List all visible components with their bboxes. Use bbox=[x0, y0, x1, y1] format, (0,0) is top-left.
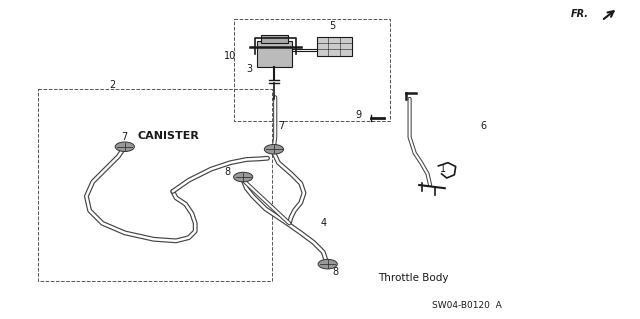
Text: FR.: FR. bbox=[571, 9, 589, 19]
Bar bbox=[257, 41, 292, 67]
Text: 7: 7 bbox=[278, 121, 285, 131]
Text: 8: 8 bbox=[224, 167, 230, 177]
Circle shape bbox=[234, 172, 253, 182]
Bar bbox=[261, 35, 288, 43]
Text: 5: 5 bbox=[330, 21, 336, 31]
Circle shape bbox=[318, 259, 337, 269]
Text: 8: 8 bbox=[332, 267, 339, 277]
Text: 9: 9 bbox=[355, 110, 362, 121]
Text: 2: 2 bbox=[109, 80, 115, 91]
Text: SW04-B0120  A: SW04-B0120 A bbox=[433, 301, 502, 310]
Text: 7: 7 bbox=[122, 132, 128, 142]
Text: 3: 3 bbox=[246, 63, 253, 74]
Text: 1: 1 bbox=[440, 164, 446, 174]
Bar bbox=[38, 89, 272, 281]
Circle shape bbox=[115, 142, 134, 152]
Text: 6: 6 bbox=[480, 121, 486, 131]
Bar bbox=[234, 19, 390, 121]
Text: Throttle Body: Throttle Body bbox=[378, 272, 448, 283]
Text: 4: 4 bbox=[320, 218, 326, 228]
Text: 10: 10 bbox=[224, 51, 237, 61]
Circle shape bbox=[264, 145, 284, 154]
Text: CANISTER: CANISTER bbox=[138, 130, 200, 141]
Bar bbox=[317, 37, 352, 56]
